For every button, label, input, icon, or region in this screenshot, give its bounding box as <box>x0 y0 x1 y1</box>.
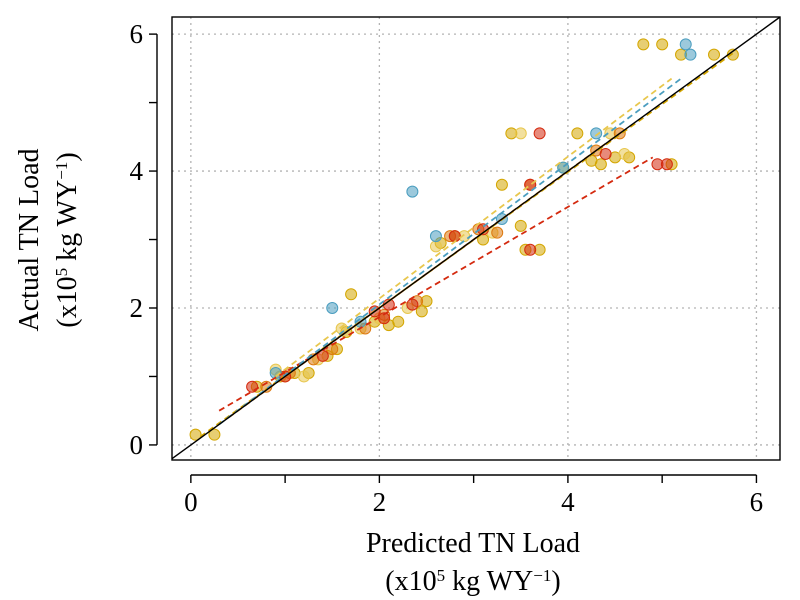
data-point-series-0 <box>208 428 221 441</box>
y-unit-open: (x10 <box>52 276 83 327</box>
y-axis-title: Actual TN Load <box>14 149 45 332</box>
data-point-series-0 <box>637 38 650 51</box>
data-point-series-4 <box>326 301 339 314</box>
data-point-series-0 <box>415 305 428 318</box>
data-point-series-3 <box>448 230 461 243</box>
data-point-series-4 <box>590 127 603 140</box>
x-unit-close: ) <box>551 566 560 597</box>
data-point-series-3 <box>599 147 612 160</box>
data-point-series-1 <box>429 240 442 253</box>
identity-line <box>171 16 781 460</box>
data-point-series-0 <box>392 315 405 328</box>
x-unit-rest-exponent: −1 <box>533 566 551 585</box>
data-point-series-0 <box>571 127 584 140</box>
data-point-series-0 <box>189 428 202 441</box>
data-point-series-4 <box>429 230 442 243</box>
x-unit-open: (x10 <box>385 566 436 597</box>
y-unit-exponent: 5 <box>52 268 71 277</box>
data-point-series-4 <box>679 38 692 51</box>
y-tick-label: 4 <box>130 156 144 186</box>
y-tick-label: 2 <box>130 293 144 323</box>
data-point-series-4 <box>684 48 697 61</box>
y-unit-rest-exponent: −1 <box>52 162 71 180</box>
x-axis-title: Predicted TN Load <box>366 528 580 559</box>
data-point-series-0 <box>495 178 508 191</box>
x-tick-label: 2 <box>373 487 387 517</box>
data-point-series-3 <box>524 243 537 256</box>
axes: 0 2 4 6 0 2 4 6 <box>130 19 764 517</box>
fit-line-series-3 <box>218 156 654 412</box>
data-point-series-0 <box>656 38 669 51</box>
y-unit-rest: kg WY <box>52 180 83 268</box>
data-point-series-3 <box>406 298 419 311</box>
data-point-series-3 <box>660 158 673 171</box>
fit-line-series-1 <box>275 77 673 378</box>
x-tick-label: 0 <box>184 487 198 517</box>
data-point-series-1 <box>618 147 631 160</box>
data-point-series-0 <box>345 288 358 301</box>
data-point-series-0 <box>514 219 527 232</box>
fit-line-series-4 <box>218 77 682 426</box>
data-point-series-3 <box>533 127 546 140</box>
y-unit-close: ) <box>52 152 83 161</box>
data-point-series-3 <box>316 349 329 362</box>
data-point-series-4 <box>406 185 419 198</box>
data-point-series-2 <box>491 226 504 239</box>
x-unit-rest: kg WY <box>445 566 533 597</box>
y-axis-unit: (x105 kg WY−1) <box>52 152 84 327</box>
x-tick-label: 4 <box>561 487 575 517</box>
data-point-series-1 <box>514 127 527 140</box>
data-point-series-1 <box>297 370 310 383</box>
x-tick-label: 6 <box>750 487 764 517</box>
data-point-series-0 <box>594 158 607 171</box>
x-unit-exponent: 5 <box>437 566 446 585</box>
grid <box>172 17 780 460</box>
plot-frame <box>171 16 781 461</box>
data-point-series-0 <box>708 48 721 61</box>
y-tick-label: 0 <box>130 430 144 460</box>
x-axis-unit: (x105 kg WY−1) <box>385 566 560 598</box>
y-tick-label: 6 <box>130 19 144 49</box>
data-point-series-3 <box>246 380 259 393</box>
